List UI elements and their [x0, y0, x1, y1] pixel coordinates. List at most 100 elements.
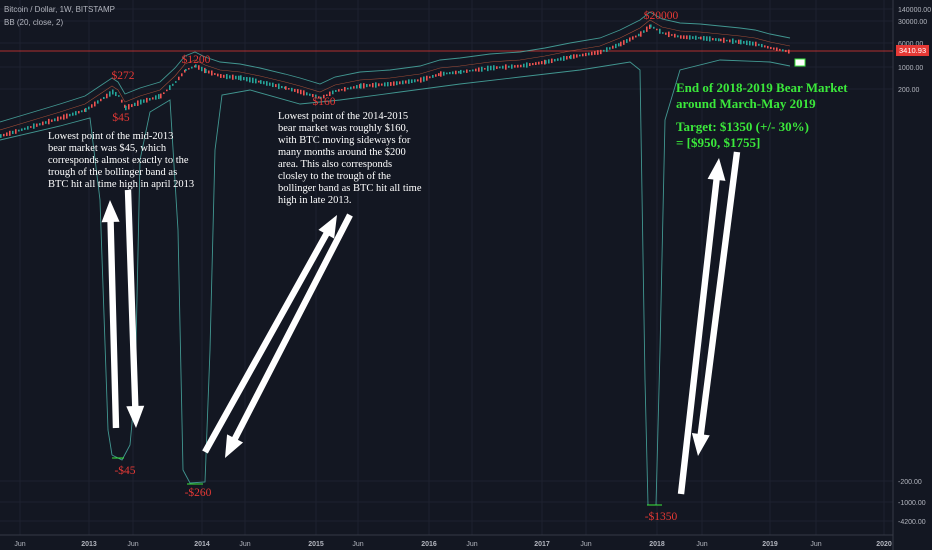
candle: [443, 71, 445, 76]
indicator-title: BB (20, close, 2): [4, 18, 64, 27]
candle: [84, 108, 86, 112]
candle: [729, 39, 731, 43]
candle: [88, 106, 90, 110]
candle: [306, 92, 308, 96]
candle: [449, 72, 451, 75]
candle: [715, 38, 717, 41]
candle: [414, 79, 416, 83]
candle: [42, 121, 44, 126]
candle: [544, 59, 546, 65]
candle: [718, 38, 720, 42]
candle: [695, 35, 697, 40]
candle: [214, 73, 216, 75]
x-tick-label: 2013: [81, 541, 97, 548]
candle: [635, 35, 637, 38]
candle: [779, 48, 781, 51]
candle: [603, 49, 605, 52]
candle: [39, 123, 41, 126]
candle: [103, 96, 105, 100]
candle: [194, 65, 196, 68]
x-tick-label: Jun: [127, 541, 138, 548]
candle: [69, 113, 71, 117]
candle: [770, 46, 772, 50]
candle: [505, 64, 507, 70]
candle: [205, 68, 207, 74]
candle: [288, 88, 290, 90]
candle: [689, 35, 691, 40]
candle: [332, 90, 334, 95]
candle: [198, 65, 200, 70]
price-label: $160: [313, 95, 336, 108]
candle: [124, 104, 126, 108]
candle: [255, 78, 257, 84]
candle: [294, 88, 296, 92]
candle: [238, 75, 240, 80]
y-tick-label: 30000.00: [898, 19, 927, 26]
candle: [15, 129, 17, 134]
candle: [752, 41, 754, 46]
arrow-down: [691, 151, 741, 456]
candle: [312, 94, 314, 98]
candle: [466, 69, 468, 73]
candle: [172, 83, 174, 86]
candle: [591, 51, 593, 56]
candle: [446, 72, 448, 75]
candle: [344, 86, 346, 92]
candle: [341, 88, 343, 91]
candle: [204, 67, 206, 74]
candle: [582, 53, 584, 57]
candle: [309, 93, 311, 96]
candle: [291, 87, 293, 92]
x-axis: Jun 2013 Jun 2014 Jun 2015 Jun 2016 Jun 2017 Jun 20…: [14, 541, 892, 548]
candle: [626, 39, 628, 43]
candle: [594, 51, 596, 55]
candle: [490, 65, 492, 71]
candle: [121, 99, 123, 103]
candle: [163, 92, 165, 95]
candle: [764, 45, 766, 48]
candle: [499, 66, 501, 69]
candle: [211, 70, 213, 76]
candle: [160, 93, 162, 99]
candle: [570, 54, 572, 60]
candle: [323, 94, 325, 99]
candle: [609, 47, 611, 50]
candle: [746, 40, 748, 46]
candle: [749, 40, 751, 46]
candle: [78, 111, 80, 114]
candle: [683, 35, 685, 39]
candle: [51, 119, 53, 122]
candle: [258, 80, 260, 83]
price-label: $272: [112, 69, 135, 82]
candle: [656, 28, 658, 31]
candle: [426, 75, 428, 81]
x-tick-label: Jun: [580, 541, 591, 548]
candle: [378, 83, 380, 87]
candle: [100, 98, 102, 102]
price-label: $45: [112, 111, 130, 124]
candle: [12, 130, 14, 134]
candle: [347, 87, 349, 90]
candle: [698, 37, 700, 39]
candle: [75, 111, 77, 116]
candle: [140, 99, 142, 105]
candle: [420, 77, 422, 83]
candle: [615, 43, 617, 49]
candle: [432, 74, 434, 78]
candle: [60, 116, 62, 120]
candle: [223, 74, 225, 78]
candle: [576, 54, 578, 58]
candle: [755, 41, 757, 47]
candle: [278, 83, 280, 90]
trough-label: -$45: [114, 464, 135, 477]
candle: [579, 54, 581, 57]
candle: [266, 81, 268, 86]
target-title: End of 2018-2019 Bear Market around Marc…: [676, 80, 848, 111]
candle: [469, 70, 471, 72]
y-tick-label: 6000.00: [898, 41, 923, 48]
candle: [178, 76, 180, 81]
candle: [249, 77, 251, 83]
price-label: $1200: [182, 53, 211, 66]
candle: [529, 63, 531, 67]
candle: [272, 82, 274, 88]
